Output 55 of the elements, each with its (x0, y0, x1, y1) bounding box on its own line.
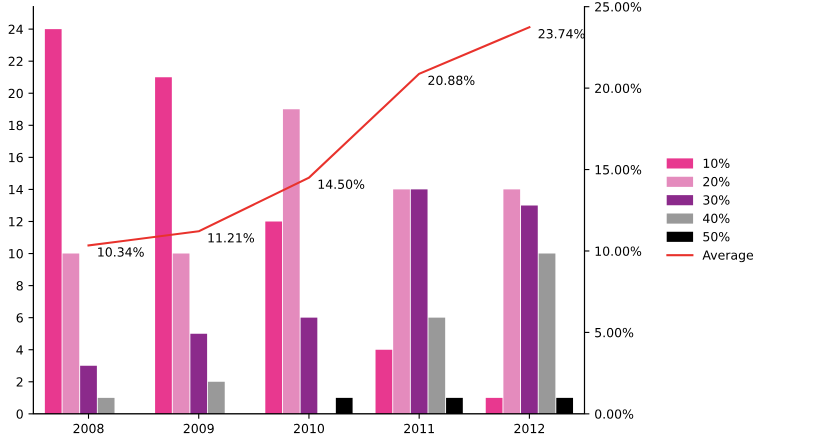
bar (486, 398, 502, 414)
data-label: 20.88% (428, 76, 474, 86)
bar (538, 254, 556, 414)
x-tick-label: 2010 (294, 424, 324, 434)
data-label: 14.50% (318, 180, 364, 189)
bar (428, 318, 446, 414)
y2-tick-label: 10.00% (596, 246, 642, 256)
data-label: 10.34% (98, 247, 144, 257)
bar (80, 366, 97, 414)
y-tick-label: 4 (16, 345, 23, 354)
x-tick-label: 2008 (74, 424, 104, 434)
y2-tick-label: 15.00% (596, 165, 642, 174)
data-label: 23.74% (538, 29, 585, 38)
y-tick-label: 18 (9, 120, 23, 130)
bar (172, 254, 190, 414)
y-tick-label: 6 (16, 313, 23, 323)
bar (44, 29, 62, 414)
y2-tick-label: 25.00% (595, 2, 642, 12)
y2-tick-label: 0.00% (595, 409, 634, 419)
x-tick-label: 2012 (514, 424, 544, 434)
bar (503, 189, 520, 414)
bar (410, 189, 428, 414)
legend-label: 40% (703, 214, 730, 224)
legend-label: 20% (703, 176, 730, 186)
y-tick-label: 2 (16, 377, 22, 387)
y-tick-label: 0 (16, 409, 23, 419)
y-tick-label: 8 (16, 281, 23, 291)
y-tick-label: 20 (8, 88, 23, 98)
y-tick-label: 24 (8, 24, 23, 34)
bar (521, 205, 538, 414)
bar (393, 189, 410, 414)
y-tick-label: 22 (8, 56, 22, 66)
y-tick-label: 14 (9, 185, 23, 194)
legend-label: Average (702, 250, 754, 262)
line-series (87, 26, 530, 246)
bar (98, 398, 115, 414)
x-tick-label: 2011 (404, 424, 434, 434)
legend-label: 10% (704, 158, 730, 168)
bar (300, 318, 318, 414)
bar (155, 77, 172, 414)
bar (265, 221, 282, 414)
bar (190, 334, 208, 414)
y-tick-label: 12 (9, 216, 22, 226)
y2-tick-label: 20.00% (595, 84, 642, 94)
bar (62, 254, 80, 414)
bar (208, 382, 225, 414)
y2-tick-label: 5.00% (595, 328, 634, 338)
data-label: 11.21% (208, 233, 254, 243)
legend-label: 50% (703, 232, 730, 242)
x-tick-label: 2009 (184, 424, 214, 434)
bar (282, 109, 300, 414)
y-tick-label: 16 (9, 152, 23, 162)
y-tick-label: 10 (9, 249, 23, 258)
bar (376, 350, 392, 414)
legend-label: 30% (703, 195, 730, 205)
